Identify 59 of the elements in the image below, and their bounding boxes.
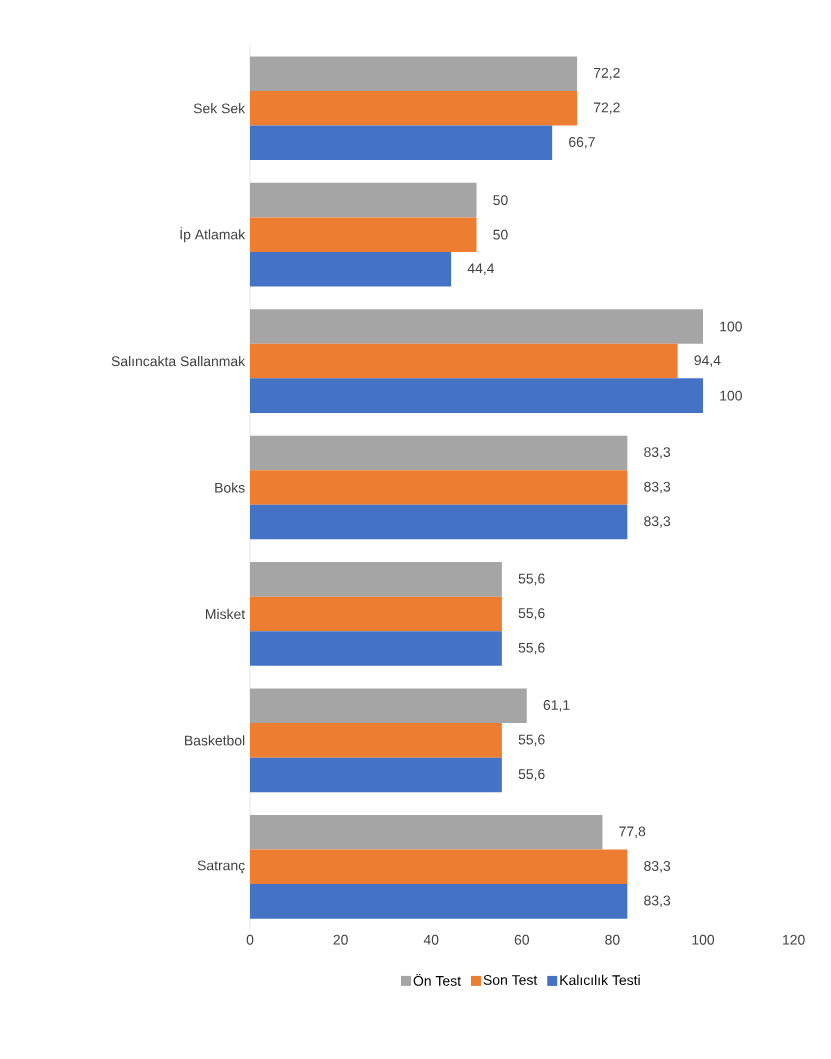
legend-label: Son Test: [483, 974, 538, 985]
bar: [250, 504, 628, 540]
bar: [250, 470, 628, 505]
x-tick-label: 0: [246, 934, 254, 945]
bar: [250, 182, 477, 218]
data-label: 72,2: [593, 102, 620, 114]
bar: [250, 688, 527, 724]
data-label: 77,8: [619, 826, 646, 838]
bar: [250, 596, 502, 632]
x-tick-label: 100: [692, 934, 715, 945]
bar: [250, 435, 628, 471]
data-label: 55,6: [518, 608, 545, 620]
data-label: 83,3: [644, 447, 671, 459]
bar: [250, 814, 603, 850]
x-tick-label: 80: [605, 934, 620, 945]
y-tick-label: Satranç: [197, 860, 245, 874]
bar: [250, 343, 678, 379]
data-label: 55,6: [518, 734, 545, 747]
bar: [250, 723, 502, 758]
bar: [250, 90, 578, 126]
data-label: 83,3: [644, 516, 671, 528]
data-label: 100: [720, 390, 742, 401]
data-label: 66,7: [569, 137, 595, 149]
bar: [250, 378, 704, 413]
data-label: 55,6: [518, 769, 545, 781]
legend-label: Kalıcılık Testi: [560, 974, 640, 986]
y-tick-label: Boks: [215, 482, 245, 493]
x-tick-label: 40: [423, 934, 439, 945]
data-label: 83,3: [644, 895, 671, 908]
bar: [250, 562, 502, 597]
x-tick-label: 60: [514, 934, 530, 945]
bar: [250, 757, 502, 793]
y-tick-label: Salıncakta Sallanmak: [111, 355, 246, 367]
data-label: 100: [720, 321, 742, 332]
data-label: 50: [493, 229, 508, 240]
legend-label: Ön Test: [413, 974, 461, 986]
data-label: 72,2: [593, 67, 620, 80]
y-tick-label: Basketbol: [185, 735, 245, 746]
y-tick-label: Sek Sek: [193, 103, 246, 114]
data-label: 55,6: [518, 642, 545, 655]
data-label: 55,6: [518, 573, 545, 586]
bar: [250, 309, 704, 344]
bar: [250, 849, 628, 885]
data-label: 44,4: [467, 263, 495, 275]
bar: [250, 56, 578, 91]
bar: [250, 125, 553, 161]
bar: [250, 251, 452, 287]
data-label: 94,4: [694, 355, 721, 367]
bar: [250, 884, 628, 919]
data-label: 61,1: [543, 700, 570, 712]
x-tick-label: 20: [333, 934, 348, 945]
data-label: 83,3: [644, 481, 671, 494]
x-tick-label: 120: [783, 934, 805, 945]
data-label: 83,3: [644, 861, 671, 873]
y-tick-label: Misket: [206, 608, 246, 620]
bar: [250, 631, 502, 666]
data-label: 50: [493, 195, 508, 206]
y-tick-label: İp Atlamak: [180, 227, 246, 243]
bar: [250, 217, 477, 252]
